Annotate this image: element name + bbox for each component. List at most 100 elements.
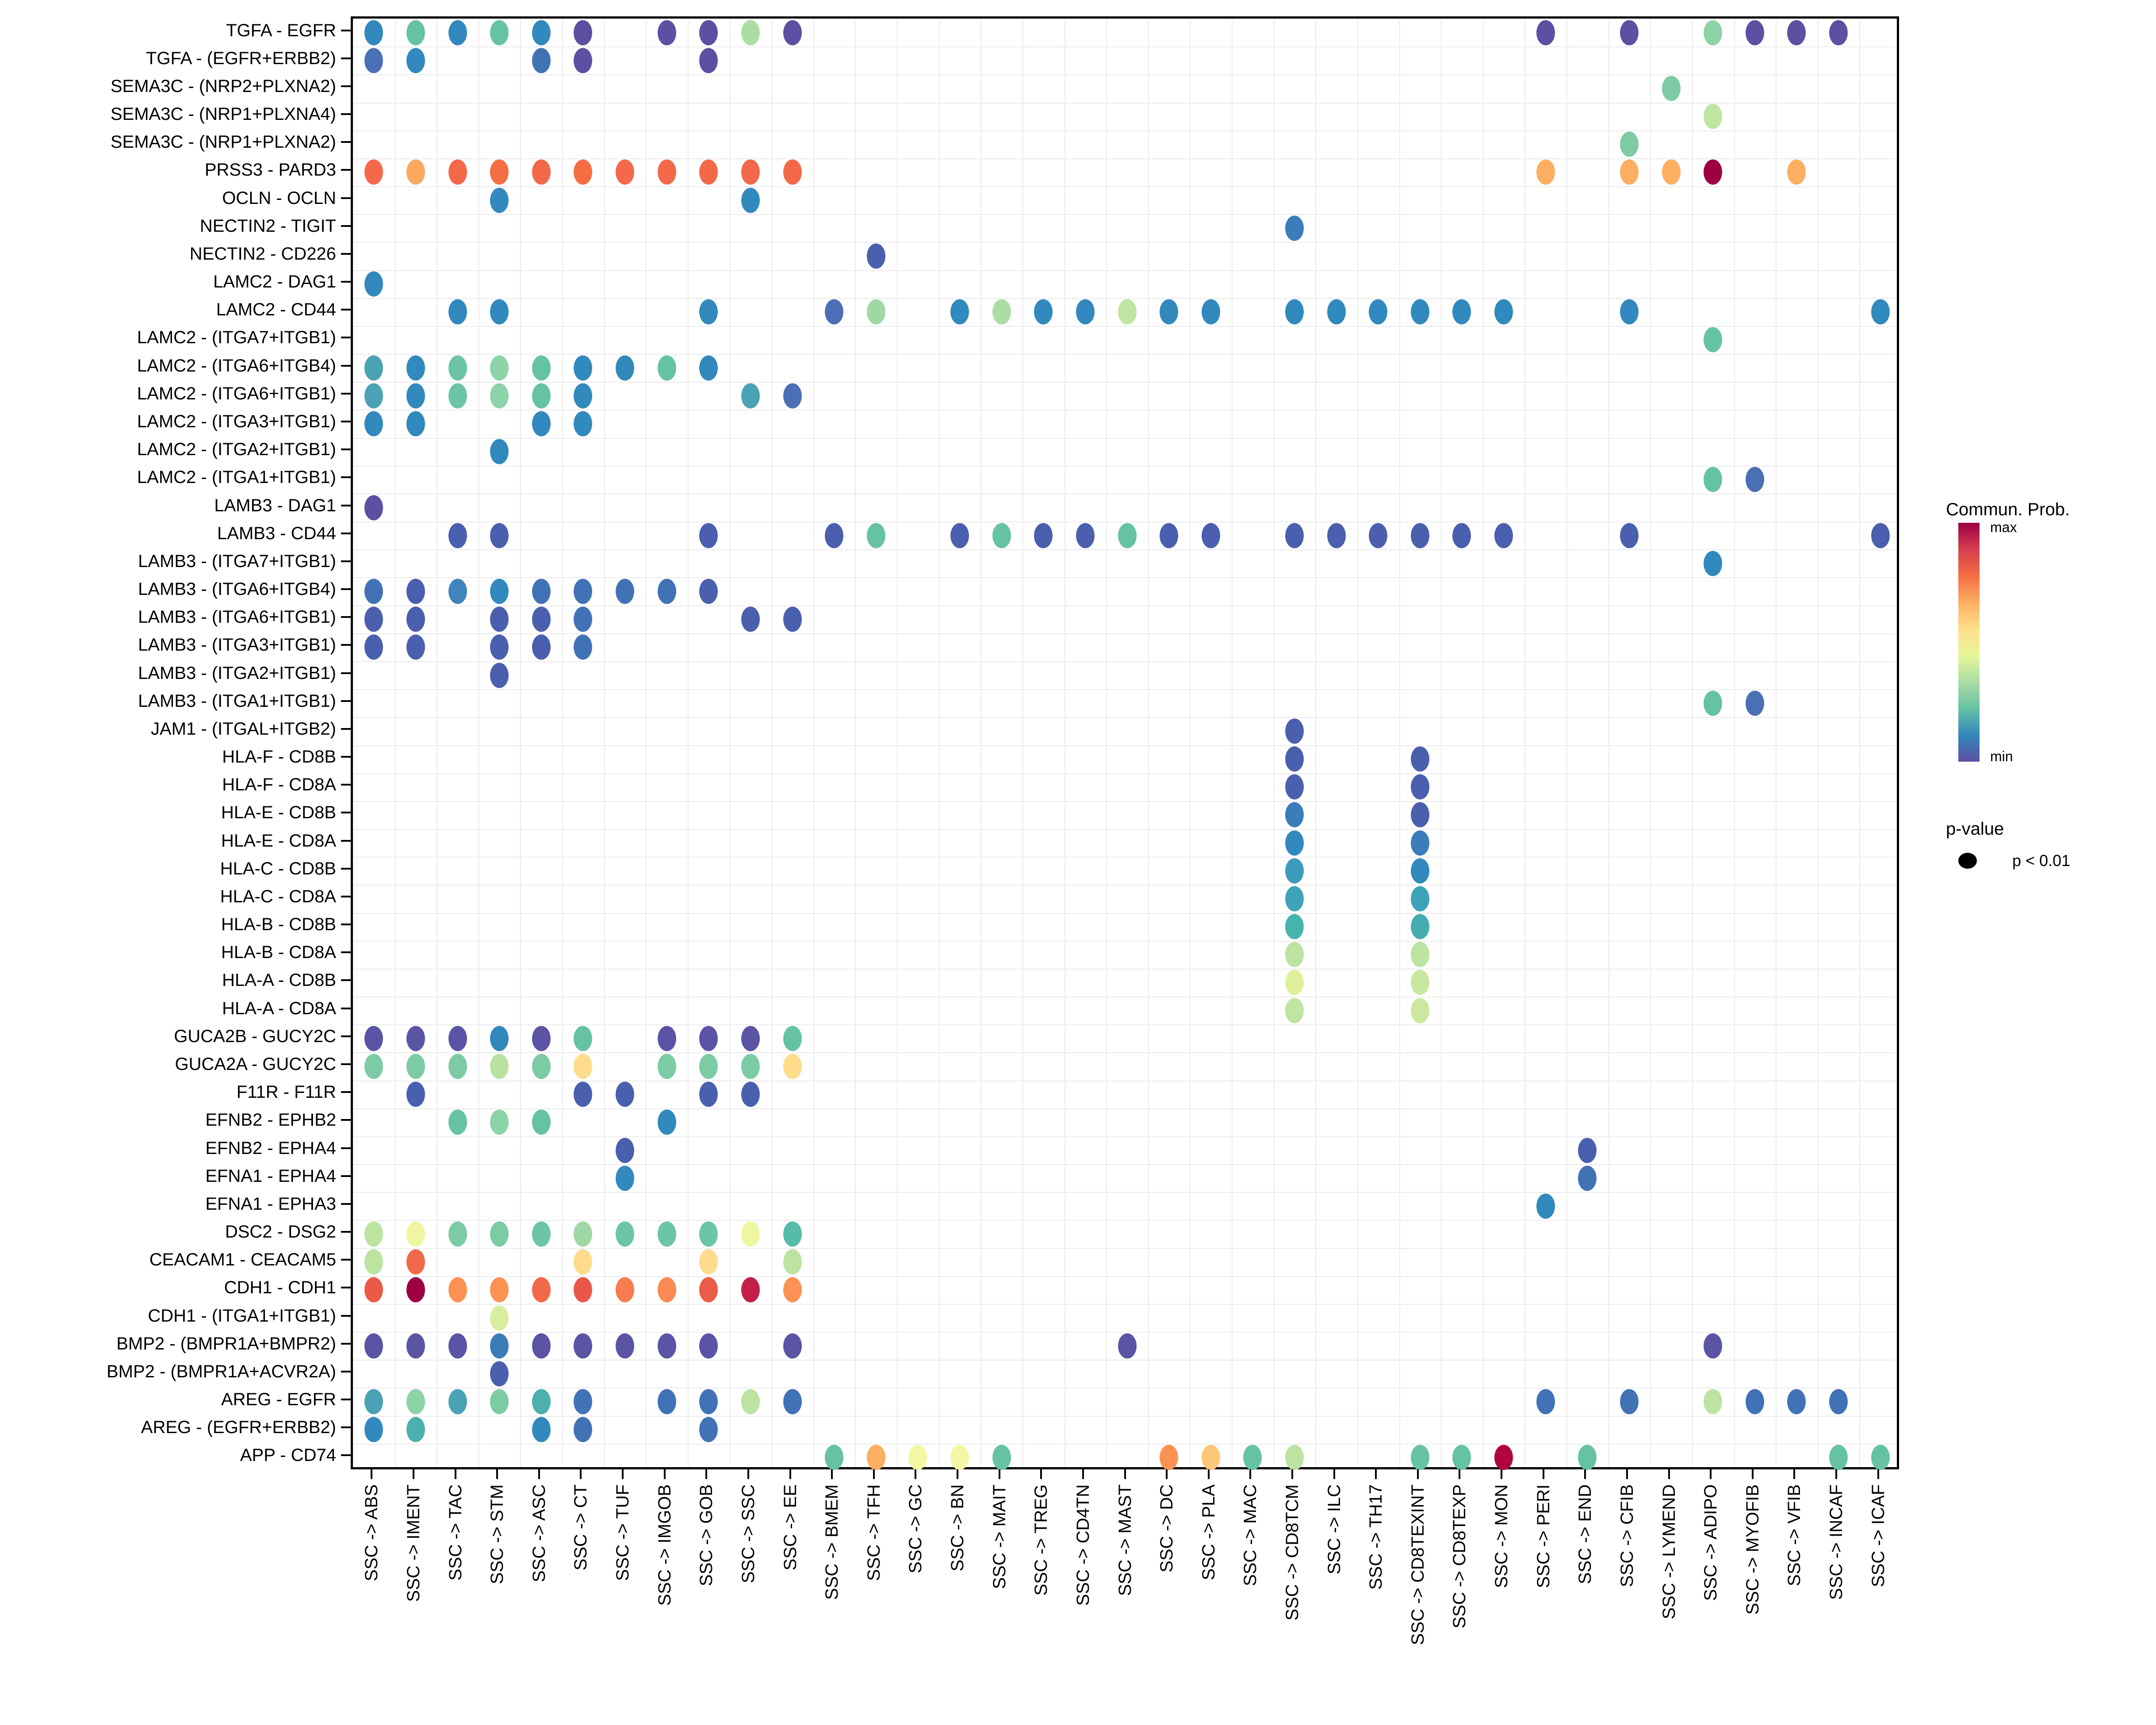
x-axis-tick-label: SSC -> STM [487, 1484, 507, 1584]
y-axis-tick-label: HLA-B - CD8A [221, 943, 336, 962]
x-axis-tick-mark [1501, 1469, 1503, 1479]
data-point-dot [657, 1277, 676, 1303]
grid-line-vertical [1524, 19, 1526, 1467]
y-axis-tick-mark [341, 392, 351, 395]
data-point-dot [741, 188, 760, 213]
y-axis-tick-mark [341, 421, 351, 422]
x-axis-tick-label: SSC -> DC [1157, 1484, 1177, 1572]
y-axis-tick-mark [341, 812, 351, 814]
data-point-dot [448, 159, 467, 185]
data-point-dot [574, 411, 593, 437]
data-point-dot [866, 299, 885, 325]
grid-line-vertical [1566, 19, 1568, 1467]
data-point-dot [1704, 1333, 1723, 1359]
grid-layer [353, 19, 1897, 1467]
data-point-dot [406, 1249, 425, 1275]
data-point-dot [406, 355, 425, 381]
data-point-dot [783, 606, 802, 632]
y-axis-tick-mark [341, 588, 351, 590]
y-axis-tick-label: LAMB3 - (ITGA6+ITGB4) [138, 579, 336, 599]
x-axis-tick-label: SSC -> CT [571, 1484, 591, 1571]
grid-line-horizontal [353, 1136, 1897, 1137]
y-axis-tick-label: LAMC2 - (ITGA7+ITGB1) [137, 328, 336, 348]
data-point-dot [741, 1026, 760, 1051]
grid-line-horizontal [353, 1415, 1897, 1417]
data-point-dot [1410, 914, 1429, 939]
data-point-dot [1829, 1445, 1848, 1470]
grid-line-horizontal [353, 298, 1897, 299]
y-axis-tick-label: LAMB3 - CD44 [217, 523, 336, 543]
y-axis-tick-mark [341, 141, 351, 143]
x-axis-tick-label: SSC -> TH17 [1366, 1484, 1386, 1590]
x-axis-tick-label: SSC -> LYMEND [1659, 1484, 1679, 1619]
data-point-dot [1160, 1445, 1179, 1470]
data-point-dot [490, 188, 509, 213]
data-point-dot [574, 1417, 593, 1442]
x-axis-tick-label: SSC -> TUF [613, 1484, 633, 1581]
data-point-dot [657, 1221, 676, 1247]
grid-line-horizontal [353, 214, 1897, 215]
grid-line-vertical [897, 19, 898, 1467]
data-point-dot [783, 1221, 802, 1247]
y-axis-tick-mark [341, 1399, 351, 1401]
x-axis-tick-label: SSC -> MAST [1115, 1484, 1135, 1596]
x-axis-tick-mark [1668, 1469, 1670, 1479]
y-axis-tick-mark [341, 1426, 351, 1429]
y-axis-tick-label: SEMA3C - (NRP1+PLXNA4) [110, 104, 336, 124]
y-axis-tick-mark [341, 1454, 351, 1457]
data-point-dot [1536, 1193, 1555, 1219]
data-point-dot [406, 411, 425, 437]
y-axis-tick-label: LAMC2 - CD44 [216, 300, 336, 320]
x-axis-tick-label: SSC -> BMEM [822, 1484, 842, 1600]
data-point-dot [364, 48, 383, 73]
data-point-dot [406, 20, 425, 46]
grid-line-horizontal [353, 465, 1897, 467]
grid-line-horizontal [353, 1192, 1897, 1193]
data-point-dot [657, 355, 676, 381]
data-point-dot [657, 1333, 676, 1359]
y-axis-tick-mark [341, 1007, 351, 1009]
y-axis-tick-label: LAMC2 - (ITGA2+ITGB1) [137, 440, 336, 460]
data-point-dot [574, 1081, 593, 1107]
data-point-dot [616, 1221, 635, 1247]
grid-line-horizontal [353, 549, 1897, 551]
data-point-dot [490, 1277, 509, 1303]
pvalue-legend-dot [1958, 853, 1977, 869]
grid-line-horizontal [353, 270, 1897, 271]
data-point-dot [1327, 523, 1346, 548]
data-point-dot [406, 48, 425, 73]
data-point-dot [1871, 299, 1890, 325]
data-point-dot [406, 383, 425, 409]
data-point-dot [490, 663, 509, 688]
data-point-dot [950, 523, 969, 548]
data-point-dot [1285, 746, 1304, 772]
colorbar-wrapper: max min [1958, 520, 2141, 763]
data-point-dot [1662, 76, 1681, 101]
x-axis-tick-label: SSC -> MYOFIB [1742, 1484, 1762, 1615]
data-point-dot [1578, 1165, 1597, 1191]
x-axis-tick-label: SSC -> BN [948, 1484, 967, 1572]
data-point-dot [1452, 1445, 1471, 1470]
data-point-dot [699, 1249, 718, 1275]
data-point-dot [950, 1445, 969, 1470]
data-point-dot [1369, 299, 1388, 325]
grid-line-vertical [771, 19, 773, 1467]
data-point-dot [532, 159, 551, 185]
grid-line-vertical [1315, 19, 1317, 1467]
y-axis-tick-mark [341, 113, 351, 115]
data-point-dot [490, 355, 509, 381]
data-point-dot [1745, 690, 1764, 716]
x-axis-tick-mark [1249, 1469, 1252, 1479]
grid-line-horizontal [353, 437, 1897, 439]
grid-line-vertical [1357, 19, 1358, 1467]
data-point-dot [574, 1026, 593, 1051]
x-axis-tick-label: SSC -> ICAF [1868, 1484, 1888, 1587]
data-point-dot [490, 1361, 509, 1387]
data-point-dot [1829, 1389, 1848, 1414]
y-axis-tick-mark [341, 1287, 351, 1289]
grid-line-vertical [729, 19, 731, 1467]
y-axis-tick-label: EFNA1 - EPHA3 [205, 1194, 336, 1214]
data-point-dot [406, 579, 425, 604]
y-axis-tick-label: NECTIN2 - CD226 [189, 244, 336, 264]
data-point-dot [950, 299, 969, 325]
